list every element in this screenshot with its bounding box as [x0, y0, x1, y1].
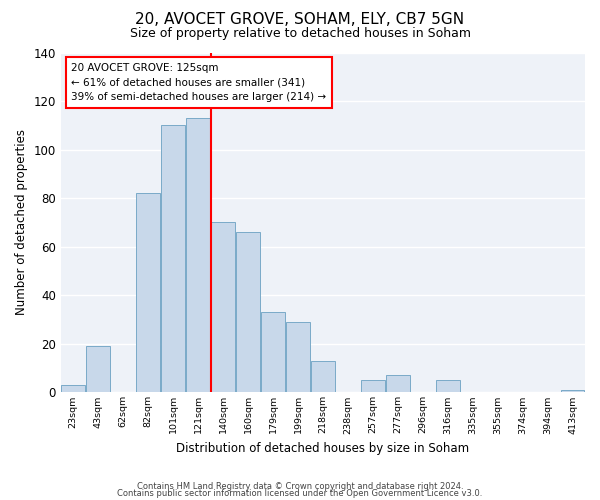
Bar — [436, 380, 460, 392]
Text: 20, AVOCET GROVE, SOHAM, ELY, CB7 5GN: 20, AVOCET GROVE, SOHAM, ELY, CB7 5GN — [136, 12, 464, 28]
Bar — [211, 222, 235, 392]
Bar — [261, 312, 285, 392]
Bar — [61, 385, 85, 392]
Text: 20 AVOCET GROVE: 125sqm
← 61% of detached houses are smaller (341)
39% of semi-d: 20 AVOCET GROVE: 125sqm ← 61% of detache… — [71, 62, 326, 102]
Text: Contains HM Land Registry data © Crown copyright and database right 2024.: Contains HM Land Registry data © Crown c… — [137, 482, 463, 491]
Text: Contains public sector information licensed under the Open Government Licence v3: Contains public sector information licen… — [118, 490, 482, 498]
X-axis label: Distribution of detached houses by size in Soham: Distribution of detached houses by size … — [176, 442, 469, 455]
Text: Size of property relative to detached houses in Soham: Size of property relative to detached ho… — [130, 28, 470, 40]
Bar — [236, 232, 260, 392]
Y-axis label: Number of detached properties: Number of detached properties — [15, 130, 28, 316]
Bar — [560, 390, 584, 392]
Bar — [186, 118, 210, 392]
Bar — [136, 194, 160, 392]
Bar — [286, 322, 310, 392]
Bar — [311, 361, 335, 392]
Bar — [386, 376, 410, 392]
Bar — [361, 380, 385, 392]
Bar — [86, 346, 110, 393]
Bar — [161, 126, 185, 392]
